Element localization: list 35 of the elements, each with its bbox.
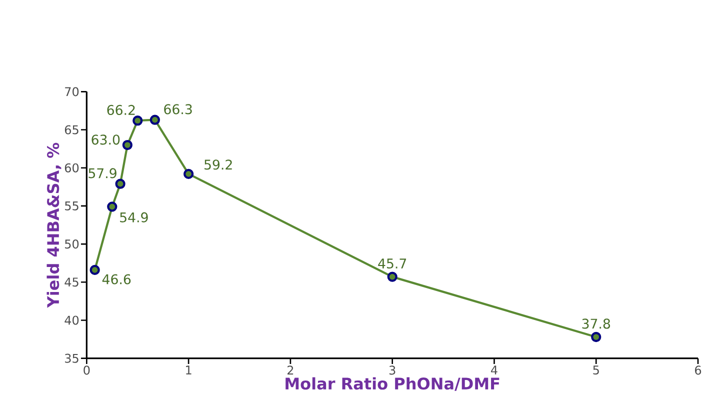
x-tick-label: 6: [695, 366, 702, 375]
y-tick-label: 50: [65, 240, 79, 249]
y-tick-label: 70: [65, 87, 79, 96]
y-tick-label: 40: [64, 316, 79, 325]
data-label: 45.7: [378, 258, 406, 269]
x-tick-label: 0: [84, 366, 90, 375]
point: [132, 116, 143, 126]
x-tick-label: 2: [288, 366, 294, 375]
data-label: 59.2: [204, 160, 232, 170]
y-tick-label: 55: [65, 202, 78, 210]
point: [107, 202, 118, 212]
point: [122, 140, 132, 150]
point: [90, 264, 100, 276]
data-label: 66.2: [107, 104, 135, 116]
data-label: 57.9: [88, 168, 116, 178]
y-tick-label: 65: [64, 125, 78, 134]
x-tick-label: 4: [490, 366, 498, 374]
x-tick-label: 3: [389, 366, 396, 375]
x-tick-label: 1: [186, 366, 192, 374]
data-label: 37.8: [582, 318, 610, 329]
data-label: 46.6: [102, 274, 131, 284]
y-tick-label: 60: [64, 163, 79, 172]
point: [150, 114, 160, 125]
data-label: 66.3: [164, 104, 192, 114]
point: [115, 178, 126, 189]
point: [183, 168, 194, 180]
y-tick-label: 45: [64, 278, 78, 287]
x-tick-label: 5: [593, 366, 599, 375]
data-label: 54.9: [120, 212, 148, 222]
y-tick-label: 35: [65, 354, 78, 363]
point: [591, 332, 602, 342]
x-axis-title: Molar Ratio PhONa/DMF: [286, 377, 500, 391]
data-label: 63.0: [92, 134, 120, 145]
y-axis-title: Yield 4HBA&SA, %: [46, 142, 62, 308]
point: [387, 272, 398, 282]
